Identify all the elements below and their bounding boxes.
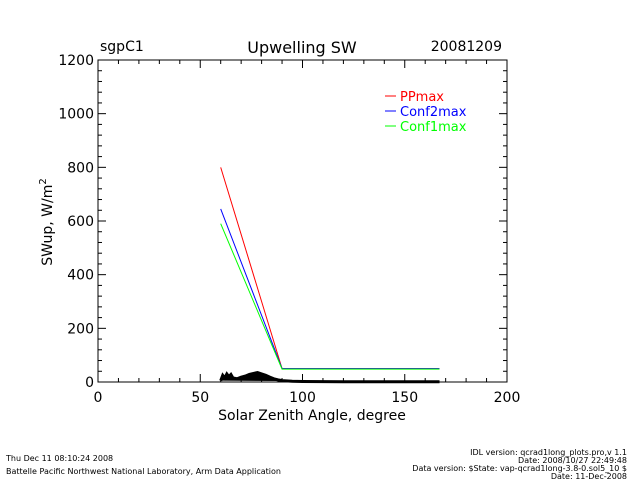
y-tick-label: 200	[67, 321, 94, 337]
x-tick-label: 0	[94, 390, 103, 406]
x-tick-label: 100	[289, 390, 316, 406]
footer-idl-date: Date: 2008/10/27 22:49:48	[518, 456, 627, 465]
y-tick-label: 1200	[58, 53, 94, 69]
series-line-ppmax	[220, 167, 440, 370]
y-tick-label: 800	[67, 160, 94, 176]
series-line-conf2max	[220, 208, 440, 370]
legend-label: PPmax	[400, 90, 444, 105]
date-label: 20081209	[431, 39, 502, 55]
footer-timestamp: Thu Dec 11 08:10:24 2008	[5, 454, 113, 463]
site-label: sgpC1	[100, 39, 144, 55]
y-axis-label: SWup, W/m2	[38, 178, 56, 265]
y-tick-label: 400	[67, 268, 94, 284]
footer-idl-version: IDL version: qcrad1long_plots.pro,v 1.1	[470, 448, 627, 457]
y-tick-label: 600	[67, 214, 94, 230]
chart-title: Upwelling SW	[247, 38, 357, 57]
y-axis-label-text: SWup, W/m	[40, 185, 56, 266]
footer-data-version: Data version: $State: vap-qcrad1long-3.8…	[412, 464, 627, 473]
x-tick-label: 150	[391, 390, 418, 406]
x-tick-label: 200	[494, 390, 521, 406]
y-tick-label: 0	[85, 375, 94, 391]
legend-label: Conf1max	[400, 120, 467, 135]
footer-org: Battelle Pacific Northwest National Labo…	[6, 467, 281, 476]
legend-label: Conf2max	[400, 105, 467, 120]
x-axis-label: Solar Zenith Angle, degree	[218, 408, 406, 424]
footer-data-date: Date: 11-Dec-2008	[551, 472, 627, 480]
y-axis-label-sup: 2	[38, 178, 49, 184]
x-tick-label: 50	[191, 390, 209, 406]
y-tick-label: 1000	[58, 107, 94, 123]
series-line-conf1max	[220, 223, 440, 370]
series-line-swup	[219, 371, 440, 384]
